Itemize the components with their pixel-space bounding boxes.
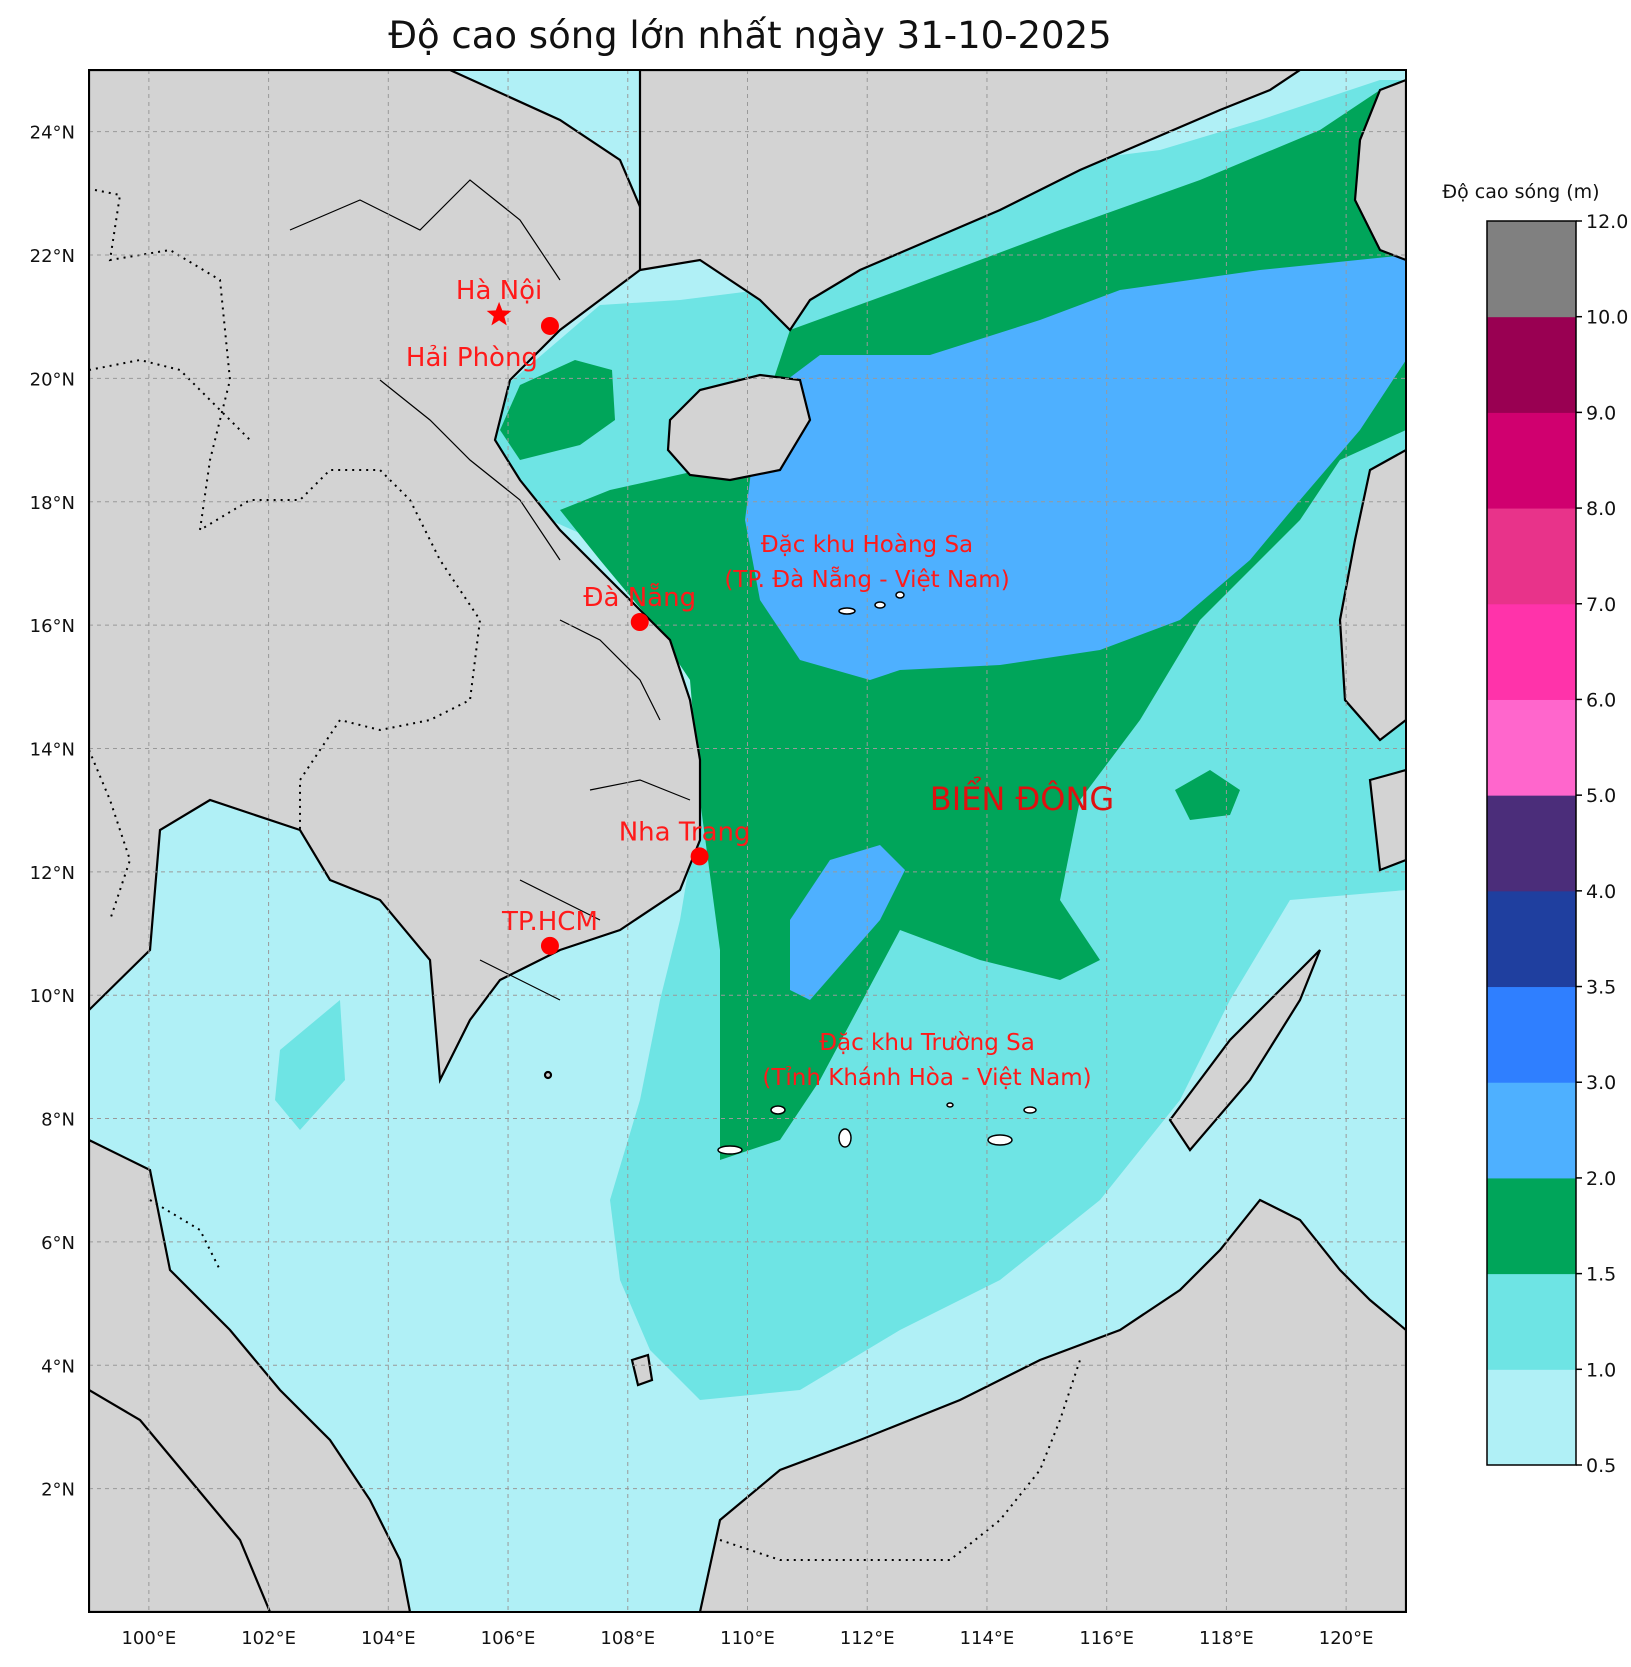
- colorbar-tick-label: 10.0: [1586, 307, 1628, 329]
- city-dot-marker: [630, 613, 649, 632]
- city-label: Hải Phòng: [406, 343, 538, 373]
- graticule: [89, 70, 1406, 1612]
- colorbar-tick-label: 7.0: [1586, 594, 1616, 616]
- wave-zone-1.5-2-tonkin: [500, 360, 615, 460]
- colorbar-swatch: [1487, 1369, 1576, 1466]
- city-label: TP.HCM: [501, 907, 598, 937]
- lat-tick-label: 20°N: [30, 369, 75, 390]
- country-borders: [89, 189, 1081, 1561]
- colorbar-tick-label: 9.0: [1586, 402, 1616, 424]
- colorbar-tick-label: 12.0: [1586, 211, 1628, 233]
- region-labels: Đặc khu Hoàng Sa (TP. Đà Nẵng - Việt Nam…: [724, 532, 1114, 1091]
- wave-zone-1.5-2-east-patch: [1175, 770, 1240, 820]
- colorbar-swatch: [1487, 986, 1576, 1083]
- lat-tick-label: 4°N: [41, 1356, 75, 1377]
- colorbar-swatch: [1487, 699, 1576, 796]
- lat-tick-label: 2°N: [41, 1480, 75, 1501]
- lon-tick-label: 108°E: [600, 1628, 655, 1649]
- land-visayas: [1368, 768, 1406, 872]
- lat-tick-label: 12°N: [30, 863, 75, 884]
- colorbar-swatch: [1487, 795, 1576, 892]
- colorbar-tick-label: 4.0: [1586, 881, 1616, 903]
- land-palawan: [1168, 949, 1322, 1152]
- colorbar-tick-label: 6.0: [1586, 689, 1616, 711]
- lon-tick-label: 102°E: [241, 1628, 296, 1649]
- colorbar-tick-label: 5.0: [1586, 785, 1616, 807]
- lon-tick-label: 114°E: [960, 1628, 1015, 1649]
- colorbar-tick-label: 3.5: [1586, 977, 1616, 999]
- colorbar-tick-label: 1.5: [1586, 1264, 1616, 1286]
- colorbar-tick-label: 3.0: [1586, 1072, 1616, 1094]
- colorbar-swatch: [1487, 1177, 1576, 1275]
- truong-sa-label-2: (Tỉnh Khánh Hòa - Việt Nam): [762, 1065, 1091, 1091]
- land-sumatra: [89, 1388, 272, 1612]
- lat-tick-labels: 2°N 4°N 6°N 8°N 10°N 12°N 14°N 16°N 18°N 20°N 22°N…: [30, 123, 75, 1501]
- colorbar-swatch: [1487, 1273, 1576, 1370]
- land-borneo: [698, 1198, 1406, 1612]
- lat-tick-label: 10°N: [30, 986, 75, 1007]
- land-hainan: [666, 373, 812, 482]
- truong-sa-label-1: Đặc khu Trường Sa: [819, 1030, 1035, 1056]
- islets: [717, 591, 1037, 1155]
- lon-tick-labels: 100°E 102°E 104°E 106°E 108°E 110°E 112°E 114°E…: [121, 1628, 1373, 1649]
- colorbar-swatch: [1487, 221, 1576, 318]
- wave-zone-2-3-central: [790, 845, 905, 1000]
- lon-tick-label: 106°E: [481, 1628, 536, 1649]
- colorbar-swatch: [1487, 603, 1576, 700]
- colorbar-frame: [1486, 220, 1577, 1466]
- island-1: [543, 1070, 553, 1080]
- wave-zone-2-3-north: [745, 255, 1406, 680]
- colorbar-tick-label: 2.0: [1586, 1168, 1616, 1190]
- map-frame: [88, 69, 1407, 1613]
- lon-tick-label: 112°E: [840, 1628, 895, 1649]
- city-label: Nha Trang: [619, 817, 751, 847]
- colorbar-swatch: [1487, 316, 1576, 413]
- city-markers: Hà Nội Hải Phòng Đà Nẵng Nha Trang TP.HCM: [406, 276, 751, 955]
- colorbar-swatches: [1487, 221, 1576, 1466]
- lat-tick-label: 24°N: [30, 123, 75, 144]
- city-dot-marker: [540, 316, 559, 335]
- chart-title: Độ cao sóng lớn nhất ngày 31-10-2025: [388, 14, 1112, 57]
- sea-name-label: BIỂN ĐÔNG: [930, 776, 1114, 818]
- lon-tick-label: 120°E: [1319, 1628, 1374, 1649]
- colorbar-tick-label: 1.0: [1586, 1359, 1616, 1381]
- colorbar-tick-labels: 0.5 1.0 1.5 2.0 3.0 3.5 4.0 5.0 6.0 7.0 8.0 9.0 10.0…: [1576, 211, 1628, 1477]
- land-taiwan: [1353, 78, 1406, 262]
- island-2: [630, 1353, 654, 1387]
- lat-tick-label: 14°N: [30, 739, 75, 760]
- city-dot-marker: [540, 936, 559, 955]
- colorbar-title: Độ cao sóng (m): [1442, 181, 1599, 203]
- colorbar-swatch: [1487, 1082, 1576, 1179]
- city-label: Hà Nội: [456, 276, 542, 306]
- lon-tick-label: 100°E: [121, 1628, 176, 1649]
- city-star-marker: [486, 301, 512, 326]
- colorbar-tick-label: 8.0: [1586, 498, 1616, 520]
- land-luzon: [1338, 448, 1406, 742]
- land: [89, 70, 1406, 1612]
- province-borders: [289, 179, 691, 1001]
- city-label: Đà Nẵng: [583, 582, 696, 613]
- lat-tick-label: 22°N: [30, 246, 75, 267]
- lon-tick-label: 110°E: [720, 1628, 775, 1649]
- city-dot-marker: [690, 847, 709, 866]
- lat-tick-label: 16°N: [30, 616, 75, 637]
- wave-zone-1-1.5-gulf-thailand-1: [275, 1000, 345, 1130]
- lat-tick-label: 18°N: [30, 493, 75, 514]
- land-south-china: [638, 70, 1302, 332]
- colorbar-swatch: [1487, 508, 1576, 605]
- colorbar-swatch: [1487, 412, 1576, 509]
- colorbar-tick-label: 0.5: [1586, 1455, 1616, 1477]
- lon-tick-label: 104°E: [361, 1628, 416, 1649]
- hoang-sa-label-2: (TP. Đà Nẵng - Việt Nam): [724, 565, 1009, 593]
- lat-tick-label: 6°N: [41, 1233, 75, 1254]
- colorbar: Độ cao sóng (m) 0.5 1.0 1.5 2.0 3.0 3.5 4.0 5.0…: [1442, 181, 1628, 1477]
- lon-tick-label: 116°E: [1079, 1628, 1134, 1649]
- lon-tick-label: 118°E: [1199, 1628, 1254, 1649]
- lat-tick-label: 8°N: [41, 1110, 75, 1131]
- hoang-sa-label-1: Đặc khu Hoàng Sa: [761, 532, 973, 558]
- colorbar-swatch: [1487, 890, 1576, 988]
